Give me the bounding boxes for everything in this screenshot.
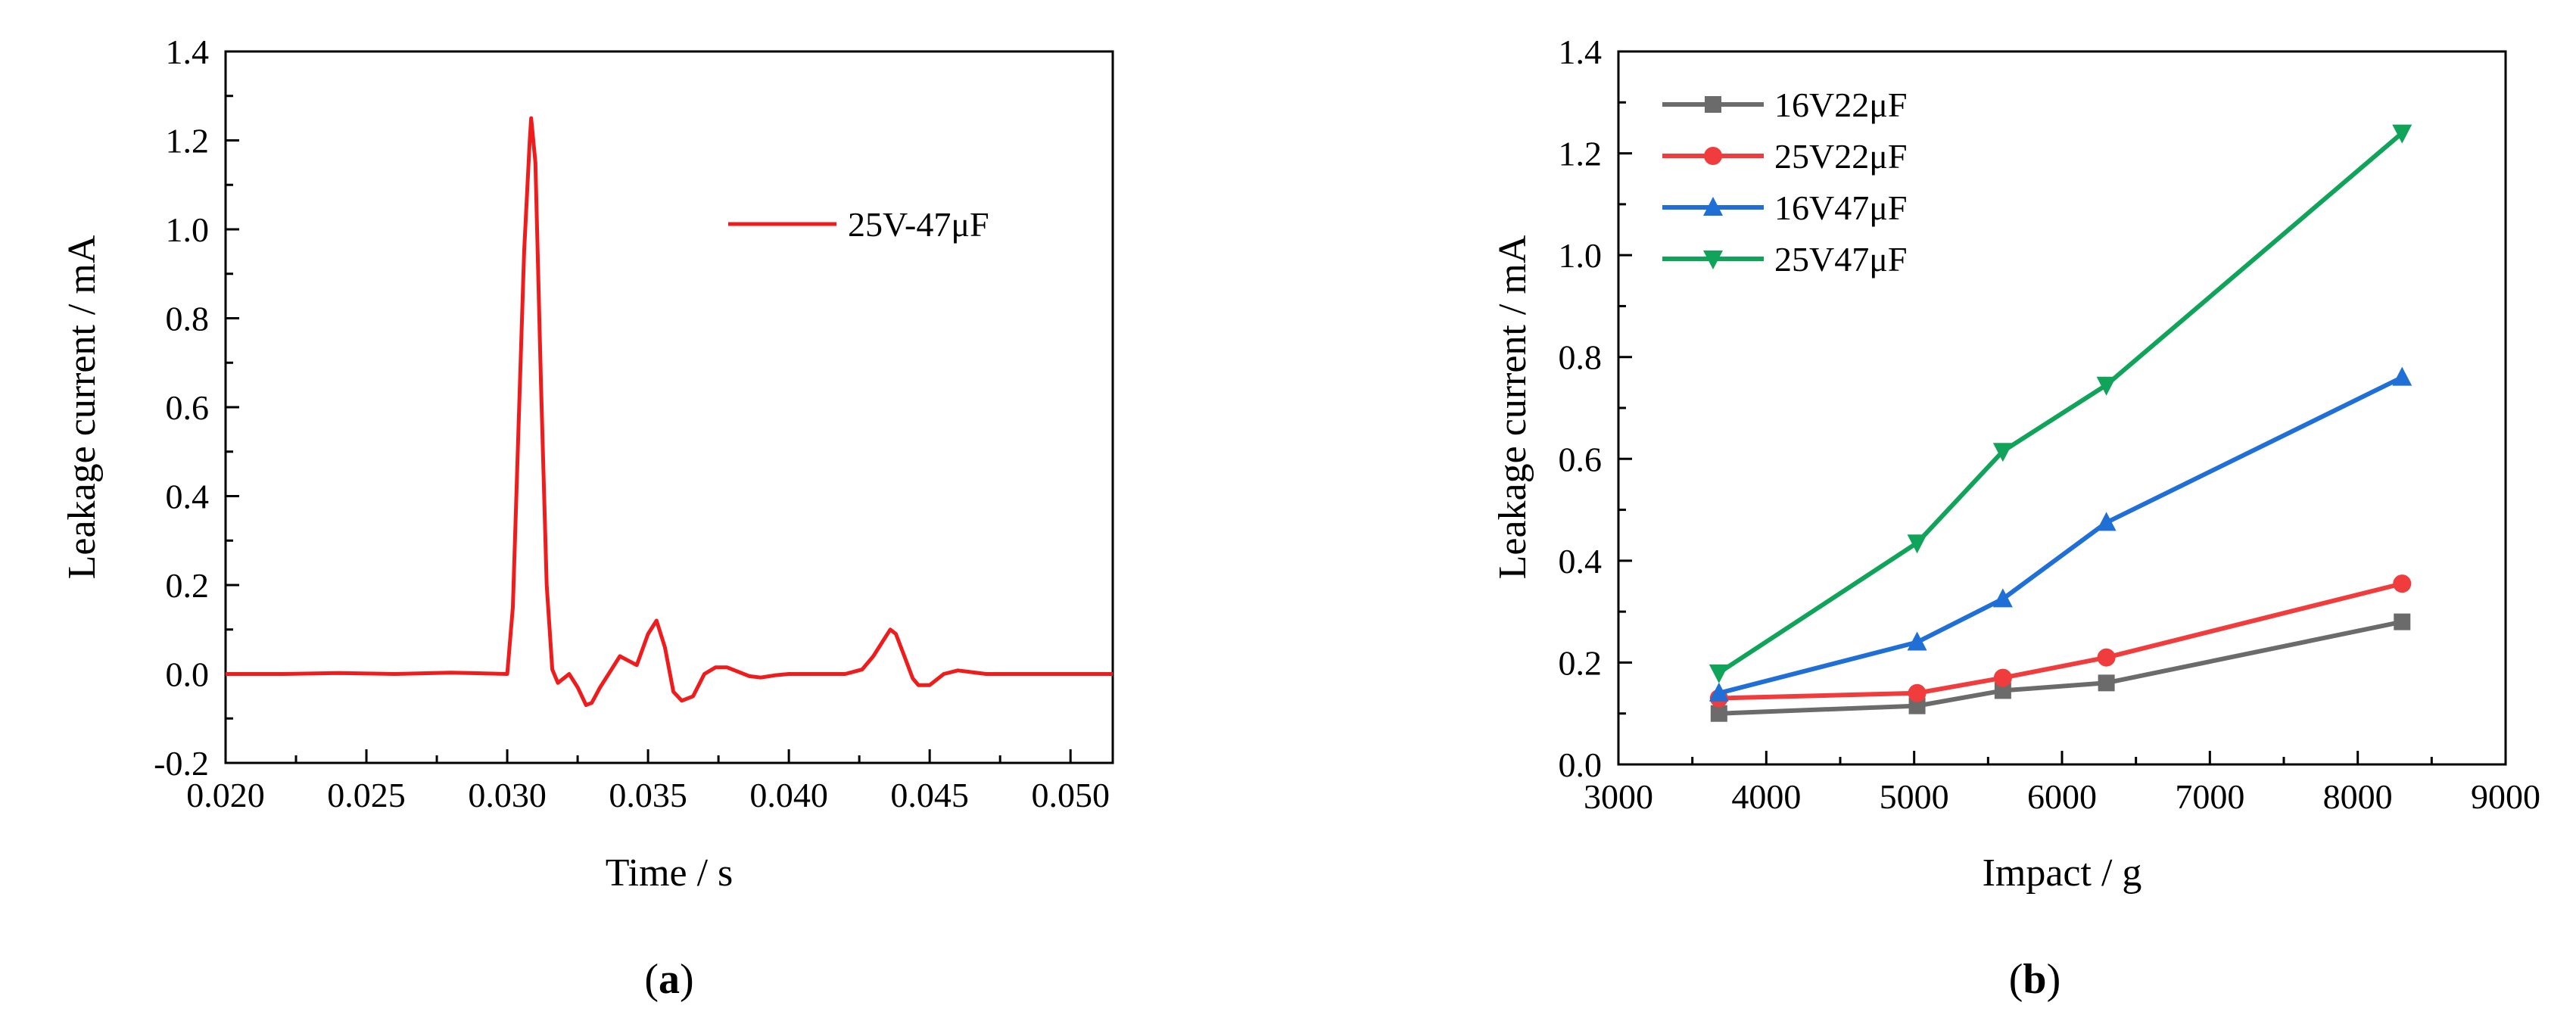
panel-a-x-ticks (224, 749, 1072, 763)
panel-b-legend-marker (1703, 251, 1723, 269)
panel-b-legend: 16V22μF 25V22μF 16V47μF 25V47μF (1662, 86, 1907, 279)
panel-a-label-letter: a (659, 956, 680, 1003)
panel-b-y-axis-title: Leakage current / mA (1491, 235, 1534, 579)
panel-b-legend-marker (1705, 96, 1721, 113)
panel-a-y-tick-label: 1.0 (166, 210, 210, 249)
panel-b-data-point (1908, 683, 1927, 702)
panel-b-data-point (2096, 512, 2117, 531)
panel-a-x-tick-labels: 0.020 0.025 0.030 0.035 0.040 0.045 0.050 (186, 776, 1110, 814)
panel-b-legend-label: 25V22μF (1774, 137, 1907, 176)
panel-a-chart: 0.020 0.025 0.030 0.035 0.040 0.045 0.050 -0.2… (61, 33, 1114, 1003)
panel-b-data-point (2392, 366, 2412, 386)
panel-a-legend: 25V-47μF (728, 205, 989, 244)
panel-b-y-tick-label: 0.6 (1559, 440, 1603, 478)
panel-b-legend-marker (1704, 147, 1722, 165)
panel-a-y-tick-labels: -0.2 0.0 0.2 0.4 0.6 0.8 1.0 1.2 1.4 (154, 33, 209, 783)
panel-b-data-point (1993, 668, 2012, 687)
panel-a-y-tick-label: 0.6 (166, 388, 210, 427)
panel-b-series (1709, 124, 2412, 722)
panel-b-data-point (1907, 534, 1927, 554)
panel-b-y-tick-label: 1.4 (1559, 33, 1603, 71)
panel-b-y-ticks (1618, 50, 1632, 766)
panel-b-label-letter: b (2023, 956, 2046, 1003)
panel-a-x-tick-label: 0.050 (1031, 776, 1110, 814)
panel-b-series-line (1718, 375, 2403, 696)
panel-a-plot-frame (224, 50, 1114, 764)
panel-a-y-tick-label: 0.2 (166, 566, 210, 605)
panel-b-y-tick-label: 0.8 (1559, 338, 1603, 377)
panel-b-data-point (1908, 697, 1926, 714)
panel-a-x-tick-label: 0.035 (609, 776, 687, 814)
panel-b-data-point (1992, 588, 2013, 608)
panel-b-series-3 (1709, 124, 2412, 683)
panel-b-y-tick-label: 0.0 (1559, 746, 1603, 784)
panel-b-y-tick-label: 0.2 (1559, 643, 1603, 682)
panel-b-series-2 (1709, 366, 2412, 702)
panel-b-data-point (1709, 664, 1729, 683)
panel-b-data-point (1907, 631, 1927, 651)
panel-b-data-point (1994, 682, 2011, 699)
panel-b-x-tick-label: 8000 (2323, 777, 2393, 816)
panel-b-x-ticks (1617, 751, 2507, 764)
panel-b-series-0 (1710, 613, 2411, 722)
panel-b-legend-label: 25V47μF (1774, 240, 1907, 279)
panel-a-y-tick-label: -0.2 (154, 744, 209, 783)
panel-b-label: (b) (2009, 956, 2060, 1003)
panel-b-data-point (2392, 124, 2412, 144)
panel-b-data-point (2098, 674, 2115, 692)
panel-b-x-tick-label: 4000 (1731, 777, 1801, 816)
panel-a-x-tick-label: 0.040 (749, 776, 828, 814)
panel-b-legend-label: 16V47μF (1774, 188, 1907, 227)
panel-a-x-tick-label: 0.020 (186, 776, 265, 814)
panel-b-y-tick-labels: 0.0 0.2 0.4 0.6 0.8 1.0 1.2 1.4 (1559, 33, 1603, 784)
panel-b-data-point (2393, 574, 2412, 593)
panel-b-data-point (1710, 705, 1727, 722)
panel-a-x-tick-label: 0.025 (327, 776, 406, 814)
panel-a-y-axis-title: Leakage current / mA (61, 235, 104, 579)
panel-b-data-point (1992, 443, 2013, 462)
panel-b-legend-marker (1703, 197, 1723, 216)
panel-a-y-tick-label: 0.4 (166, 478, 210, 516)
panel-b-y-tick-label: 1.0 (1559, 236, 1603, 275)
panel-b-y-tick-label: 0.4 (1559, 542, 1603, 581)
panel-b-y-tick-label: 1.2 (1559, 135, 1603, 173)
panel-b-x-tick-label: 7000 (2175, 777, 2244, 816)
panel-b-x-tick-labels: 3000 4000 5000 6000 7000 8000 9000 (1584, 777, 2540, 816)
panel-b-chart: 3000 4000 5000 6000 7000 8000 9000 0.00.20.40.… (1491, 33, 2540, 1003)
panel-b-x-tick-label: 6000 (2027, 777, 2097, 816)
panel-a-label: (a) (644, 956, 693, 1003)
panel-b-series-1 (1709, 574, 2412, 708)
panel-b-data-point (2096, 376, 2117, 396)
panel-a-series-line (226, 116, 1113, 708)
panel-a-x-axis-title: Time / s (606, 851, 734, 895)
panel-b-data-point (2097, 648, 2116, 667)
panel-a-y-ticks (226, 50, 239, 764)
panel-b-data-point (1709, 682, 1729, 702)
panel-b-legend-label: 16V22μF (1774, 86, 1907, 124)
panel-a-series (226, 116, 1113, 708)
panel-a-x-tick-label: 0.030 (468, 776, 547, 814)
panel-b-x-tick-label: 9000 (2471, 777, 2540, 816)
panel-a-x-tick-label: 0.045 (890, 776, 969, 814)
panel-a-y-tick-label: 0.0 (166, 655, 210, 694)
panel-a-y-tick-label: 1.4 (166, 33, 210, 71)
panel-a-y-tick-label: 1.2 (166, 122, 210, 160)
panel-b-x-tick-label: 3000 (1584, 777, 1653, 816)
panel-b-x-tick-label: 5000 (1880, 777, 1949, 816)
panel-a-legend-label: 25V-47μF (848, 205, 989, 244)
panel-b-data-point (2394, 613, 2411, 630)
panel-b-x-axis-title: Impact / g (1983, 851, 2142, 895)
panel-a-y-tick-label: 0.8 (166, 300, 210, 338)
